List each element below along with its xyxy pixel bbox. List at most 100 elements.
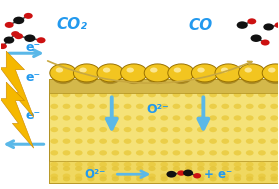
Circle shape bbox=[173, 166, 180, 171]
Circle shape bbox=[183, 170, 193, 176]
Circle shape bbox=[246, 92, 254, 97]
Circle shape bbox=[99, 139, 107, 144]
Circle shape bbox=[4, 36, 14, 44]
Circle shape bbox=[258, 177, 266, 181]
Circle shape bbox=[234, 127, 241, 132]
Circle shape bbox=[124, 177, 131, 181]
Circle shape bbox=[197, 104, 205, 109]
Circle shape bbox=[275, 22, 279, 28]
Circle shape bbox=[112, 104, 119, 109]
Circle shape bbox=[268, 67, 276, 73]
Circle shape bbox=[73, 64, 100, 82]
Circle shape bbox=[222, 115, 229, 121]
Circle shape bbox=[222, 177, 229, 181]
Circle shape bbox=[75, 115, 83, 121]
Circle shape bbox=[112, 150, 119, 156]
Circle shape bbox=[112, 115, 119, 121]
FancyArrowPatch shape bbox=[48, 61, 252, 83]
Circle shape bbox=[234, 174, 241, 179]
Circle shape bbox=[209, 115, 217, 121]
Circle shape bbox=[97, 64, 124, 82]
Circle shape bbox=[50, 104, 58, 109]
Text: + e⁻: + e⁻ bbox=[205, 168, 233, 181]
Circle shape bbox=[271, 177, 278, 181]
Circle shape bbox=[87, 104, 95, 109]
Circle shape bbox=[62, 92, 70, 97]
Circle shape bbox=[87, 115, 95, 121]
Circle shape bbox=[99, 162, 107, 167]
Circle shape bbox=[75, 177, 82, 181]
Circle shape bbox=[62, 150, 70, 156]
Circle shape bbox=[185, 177, 192, 181]
Circle shape bbox=[87, 162, 95, 167]
Circle shape bbox=[172, 127, 180, 132]
Circle shape bbox=[76, 69, 98, 84]
Circle shape bbox=[264, 69, 279, 84]
Bar bbox=[49, 80, 279, 183]
Circle shape bbox=[222, 166, 229, 171]
Circle shape bbox=[258, 150, 266, 156]
Circle shape bbox=[75, 92, 83, 97]
Circle shape bbox=[75, 150, 83, 156]
Circle shape bbox=[193, 173, 201, 178]
Circle shape bbox=[209, 139, 217, 144]
Circle shape bbox=[136, 150, 144, 156]
Circle shape bbox=[172, 139, 180, 144]
Circle shape bbox=[87, 127, 95, 132]
Circle shape bbox=[161, 177, 168, 181]
Circle shape bbox=[160, 127, 168, 132]
Circle shape bbox=[251, 34, 262, 42]
Circle shape bbox=[124, 150, 131, 156]
Circle shape bbox=[136, 104, 144, 109]
Circle shape bbox=[112, 174, 119, 179]
Circle shape bbox=[210, 166, 217, 171]
Circle shape bbox=[24, 34, 35, 42]
Circle shape bbox=[14, 33, 23, 39]
Circle shape bbox=[79, 67, 87, 73]
Circle shape bbox=[112, 177, 119, 181]
Circle shape bbox=[50, 162, 58, 167]
Text: CO₂: CO₂ bbox=[56, 17, 87, 32]
Circle shape bbox=[63, 177, 70, 181]
Circle shape bbox=[197, 139, 205, 144]
Circle shape bbox=[87, 150, 95, 156]
Circle shape bbox=[148, 174, 156, 179]
Circle shape bbox=[246, 177, 253, 181]
Circle shape bbox=[172, 104, 180, 109]
Circle shape bbox=[221, 67, 228, 73]
Circle shape bbox=[112, 162, 119, 167]
Circle shape bbox=[167, 171, 176, 178]
Text: e⁻: e⁻ bbox=[26, 41, 41, 54]
Circle shape bbox=[160, 104, 168, 109]
Circle shape bbox=[244, 67, 252, 73]
Text: e⁻: e⁻ bbox=[26, 109, 41, 122]
Circle shape bbox=[197, 174, 205, 179]
Circle shape bbox=[100, 166, 107, 171]
Circle shape bbox=[209, 104, 217, 109]
Circle shape bbox=[246, 115, 254, 121]
Circle shape bbox=[87, 174, 95, 179]
Circle shape bbox=[13, 17, 24, 24]
Circle shape bbox=[121, 64, 147, 82]
Circle shape bbox=[160, 115, 168, 121]
Circle shape bbox=[173, 177, 180, 181]
Circle shape bbox=[124, 166, 131, 171]
Circle shape bbox=[270, 127, 278, 132]
Circle shape bbox=[246, 104, 254, 109]
Circle shape bbox=[148, 177, 156, 181]
Circle shape bbox=[185, 150, 193, 156]
Circle shape bbox=[263, 23, 274, 31]
Circle shape bbox=[234, 177, 241, 181]
Circle shape bbox=[136, 174, 144, 179]
Circle shape bbox=[50, 92, 58, 97]
Circle shape bbox=[5, 22, 14, 28]
Circle shape bbox=[161, 166, 168, 171]
Circle shape bbox=[37, 37, 45, 43]
Circle shape bbox=[271, 166, 278, 171]
Circle shape bbox=[160, 92, 168, 97]
Circle shape bbox=[87, 139, 95, 144]
Circle shape bbox=[62, 162, 70, 167]
Circle shape bbox=[222, 174, 229, 179]
Circle shape bbox=[185, 162, 193, 167]
Circle shape bbox=[234, 166, 241, 171]
